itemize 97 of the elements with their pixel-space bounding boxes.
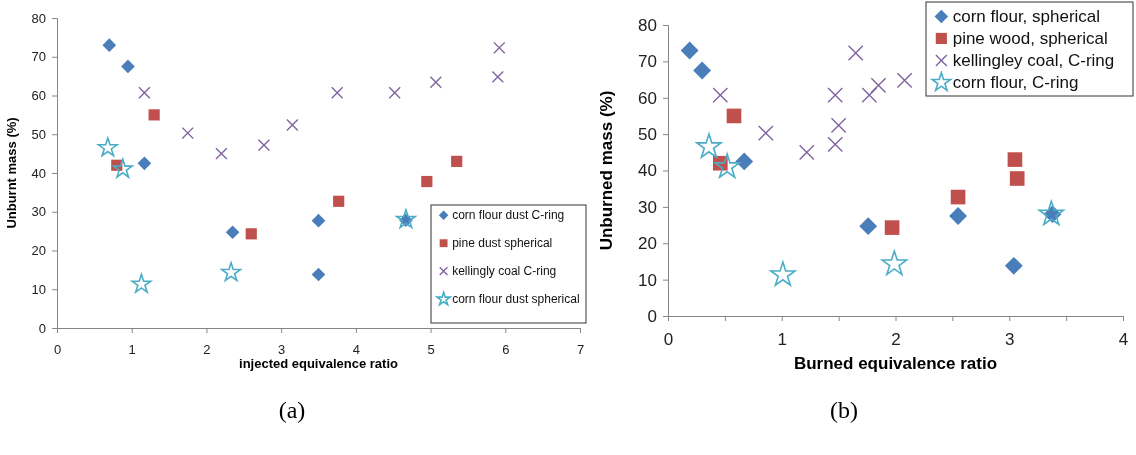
point (884, 220, 900, 235)
x-axis-title: injected equivalence ratio (239, 356, 399, 372)
legend-label: pine dust spherical (452, 236, 553, 251)
x-tick-label: 4 (1118, 330, 1129, 350)
y-tick-label: 0 (647, 306, 657, 326)
text: (a) (278, 397, 306, 423)
point (429, 76, 442, 89)
point (131, 273, 152, 293)
legend-label: kellingley coal, C-ring (952, 51, 1115, 71)
point (695, 133, 722, 158)
x-tick-label: 0 (663, 330, 674, 350)
y-tick-label: 50 (31, 126, 46, 142)
point (225, 225, 240, 240)
legend-label: kellingly coal C-ring (452, 264, 557, 279)
y-tick-label: 70 (31, 49, 46, 65)
point (712, 87, 729, 104)
point (757, 125, 774, 141)
legend-label: corn flour, C-ring (952, 73, 1079, 93)
point (97, 137, 118, 157)
point (949, 207, 967, 225)
point (421, 175, 433, 188)
legend-label: corn flour, spherical (952, 7, 1101, 27)
point (830, 117, 847, 134)
x-tick-label: 5 (427, 342, 435, 358)
x-tick-label: 1 (128, 342, 136, 358)
y-tick-label: 60 (31, 88, 46, 104)
point (493, 41, 506, 54)
point (881, 250, 908, 276)
point (388, 86, 401, 99)
point (121, 59, 135, 74)
point (333, 195, 345, 207)
legend-label: corn flour dust spherical (452, 292, 580, 307)
point (257, 138, 271, 152)
point (726, 108, 742, 124)
legend-label: pine wood, spherical (952, 29, 1108, 49)
point (847, 45, 864, 61)
x-axis-title: Burned equivalence ratio (793, 353, 998, 373)
point (148, 109, 160, 121)
point (215, 147, 228, 160)
point (861, 87, 878, 104)
y-axis-title: Unburned mass (%) (597, 90, 617, 251)
point (102, 38, 117, 52)
point (220, 262, 242, 282)
y-tick-label: 80 (638, 15, 657, 35)
text: (b) (830, 397, 858, 423)
y-tick-label: 0 (38, 320, 46, 336)
point (1009, 171, 1025, 186)
y-tick-label: 70 (638, 52, 657, 72)
x-tick-label: 2 (203, 342, 211, 358)
x-tick-label: 1 (777, 330, 787, 350)
point (137, 156, 152, 171)
point (798, 144, 815, 161)
point (112, 158, 133, 178)
legend-label: corn flour dust C-ring (452, 208, 565, 223)
y-tick-label: 60 (638, 88, 657, 108)
y-tick-label: 30 (31, 204, 46, 220)
x-tick-label: 4 (352, 342, 360, 358)
point (311, 213, 326, 228)
point (1004, 256, 1023, 275)
y-tick-label: 20 (638, 234, 657, 254)
point (286, 118, 299, 132)
point (714, 153, 741, 179)
point (1007, 152, 1023, 167)
x-tick-label: 6 (502, 342, 510, 358)
y-tick-label: 20 (31, 243, 46, 259)
y-tick-label: 80 (31, 10, 46, 26)
point (395, 208, 417, 229)
point (859, 217, 878, 236)
y-tick-label: 40 (638, 161, 657, 181)
point (827, 136, 844, 153)
point (181, 126, 194, 140)
x-tick-label: 3 (1005, 330, 1015, 350)
point (870, 77, 887, 94)
point (680, 41, 699, 60)
point (1038, 200, 1065, 226)
point (245, 228, 257, 240)
y-tick-label: 10 (638, 270, 657, 290)
y-tick-label: 50 (638, 125, 657, 145)
point (827, 87, 844, 104)
y-tick-label: 30 (638, 197, 657, 217)
x-tick-label: 2 (891, 330, 901, 350)
point (769, 261, 796, 287)
x-tick-label: 0 (53, 342, 62, 358)
x-tick-label: 7 (576, 342, 585, 358)
y-tick-label: 40 (31, 165, 46, 181)
y-axis-title: Unburnt mass (%) (3, 117, 19, 229)
point (311, 267, 326, 282)
point (138, 86, 151, 99)
point (451, 155, 463, 167)
point (693, 61, 712, 80)
y-tick-label: 10 (31, 281, 46, 297)
point (735, 152, 754, 171)
point (331, 86, 344, 99)
x-tick-label: 3 (278, 342, 286, 358)
point (491, 70, 504, 84)
point (896, 72, 913, 89)
point (950, 189, 966, 205)
